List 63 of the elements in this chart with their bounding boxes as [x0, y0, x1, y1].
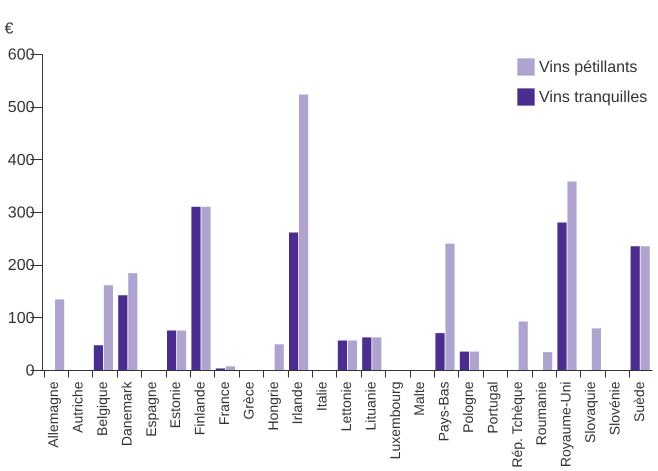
bar — [104, 285, 114, 370]
x-tick-label: Luxembourg — [386, 382, 403, 460]
bar — [460, 352, 469, 370]
y-tick-label: 400 — [8, 152, 35, 169]
x-tick-label: Pologne — [460, 381, 476, 433]
x-tick-label: Lituanie — [362, 381, 378, 431]
x-tick-label: Grèce — [240, 381, 256, 420]
x-tick-label: Finlande — [192, 381, 208, 436]
x-tick-label: Slovaquie — [582, 381, 598, 443]
bar — [338, 340, 347, 370]
y-tick-label: 500 — [8, 99, 35, 116]
bar — [543, 352, 552, 370]
bar — [94, 345, 103, 370]
bar — [557, 222, 567, 370]
y-tick-label: 0 — [26, 362, 35, 380]
x-tick-label: Estonie — [167, 381, 184, 428]
bar — [592, 328, 602, 370]
x-tick-label: Suède — [630, 381, 647, 422]
x-tick-label: Espagne — [142, 381, 159, 437]
x-tick-label: Autriche — [70, 381, 86, 433]
bar — [630, 246, 640, 370]
bar — [166, 330, 176, 370]
bar — [435, 333, 445, 370]
x-tick-label: Allemagne — [45, 381, 62, 448]
bar — [177, 330, 186, 370]
bar — [362, 337, 372, 370]
bar — [191, 206, 201, 370]
bar — [518, 322, 528, 370]
bar — [299, 94, 308, 370]
bar — [348, 340, 358, 370]
x-tick-label: Rép. Tchèque — [508, 381, 525, 468]
bar — [372, 337, 382, 370]
x-tick-label: Italie — [314, 381, 330, 412]
bar — [470, 352, 480, 370]
x-tick-label: Pays-Bas — [436, 382, 452, 442]
y-tick-label: 100 — [8, 310, 35, 327]
x-tick-label: Belgique — [94, 381, 110, 436]
x-tick-label: France — [216, 381, 232, 426]
y-axis-title: € — [4, 20, 14, 38]
bar — [128, 273, 138, 370]
bar — [567, 181, 577, 370]
bar — [274, 344, 284, 370]
bar — [288, 232, 298, 370]
x-tick-label: Malte — [411, 381, 428, 416]
x-tick-label: Lettonie — [338, 381, 354, 432]
x-tick-label: Roumanie — [533, 381, 550, 446]
y-tick-label: 300 — [8, 204, 35, 222]
x-tick-label: Danemark — [118, 380, 134, 446]
bar — [201, 206, 211, 370]
bar — [55, 299, 64, 370]
bar — [118, 295, 128, 370]
bar — [445, 244, 455, 370]
y-tick-label: 600 — [8, 46, 35, 64]
x-tick-label: Hongrie — [264, 381, 281, 431]
y-tick-label: 200 — [8, 257, 35, 274]
x-tick-label: Slovénie — [606, 381, 622, 436]
legend-label: Vins pétillants — [539, 59, 638, 76]
bar — [226, 366, 236, 370]
bar — [640, 246, 650, 370]
legend-label: Vins tranquilles — [539, 89, 648, 106]
x-tick-label: Royaume-Uni — [558, 382, 574, 468]
x-tick-label: Portugal — [484, 382, 500, 434]
x-tick-label: Irlande — [289, 381, 306, 424]
